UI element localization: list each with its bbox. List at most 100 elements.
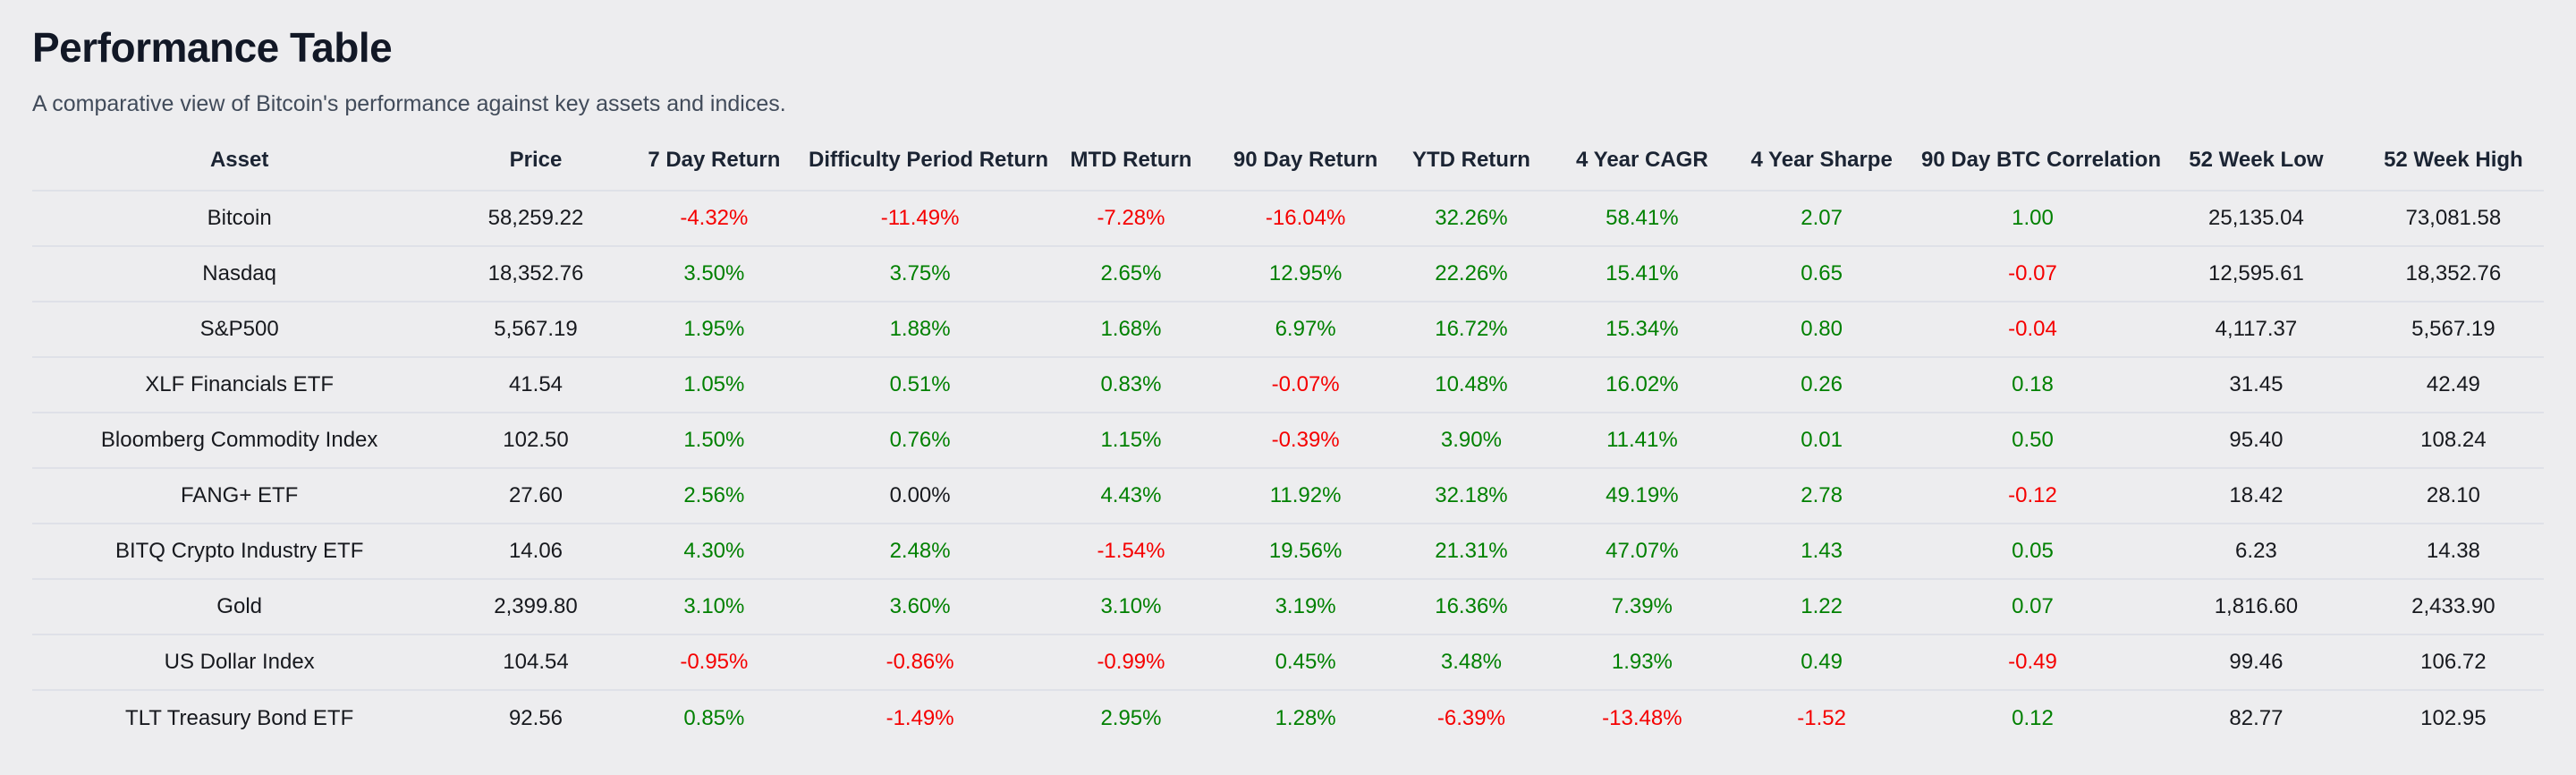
cell-ytd-return: 3.90% [1440, 428, 1502, 453]
cell-ytd-return: 32.26% [1435, 206, 1508, 231]
cell-mtd-return: 0.83% [1100, 372, 1162, 397]
cell-7-day-return: 3.10% [683, 594, 745, 619]
cell-difficulty-period-return: -11.49% [880, 206, 960, 231]
cell-mtd-return: 2.95% [1100, 705, 1162, 730]
cell-difficulty-period-return: 1.88% [889, 317, 951, 342]
cell-4-year-sharpe: 0.01 [1801, 428, 1843, 453]
asset-name: FANG+ ETF [180, 483, 299, 508]
cell-ytd-return: 10.48% [1435, 372, 1508, 397]
cell-90-day-return: 12.95% [1268, 261, 1343, 286]
asset-name: S&P500 [199, 317, 279, 342]
cell-ytd-return: 22.26% [1435, 261, 1508, 286]
cell-90-day-btc-correlation: 1.00 [2012, 206, 2054, 231]
cell-ytd-return: 32.18% [1435, 483, 1508, 508]
table-row-gold: Gold 2,399.80 3.10% 3.60% 3.10% 3.19% 16.36% 7.… [32, 579, 2544, 634]
cell-90-day-btc-correlation: -0.04 [2008, 317, 2057, 342]
cell-4-year-cagr: 58.41% [1606, 206, 1679, 231]
cell-price: 2,399.80 [494, 594, 578, 619]
asset-name: Nasdaq [202, 261, 277, 286]
cell-52-week-low: 31.45 [2229, 372, 2284, 397]
cell-52-week-low: 6.23 [2235, 539, 2277, 564]
column-header-52-week-high: 52 Week High [2384, 148, 2523, 173]
table-row-bitq-crypto-industry-etf: BITQ Crypto Industry ETF 14.06 4.30% 2.48% -… [32, 524, 2544, 579]
cell-mtd-return: 1.68% [1100, 317, 1162, 342]
asset-name: Gold [216, 594, 262, 619]
cell-4-year-sharpe: 0.49 [1801, 650, 1843, 675]
cell-mtd-return: 1.15% [1100, 428, 1162, 453]
cell-price: 27.60 [508, 483, 564, 508]
cell-4-year-cagr: 7.39% [1611, 594, 1673, 619]
cell-4-year-cagr: 15.34% [1606, 317, 1679, 342]
cell-difficulty-period-return: -0.86% [886, 650, 954, 675]
cell-90-day-btc-correlation: 0.50 [2012, 428, 2054, 453]
cell-ytd-return: 21.31% [1435, 539, 1508, 564]
column-header-asset: Asset [209, 148, 269, 173]
asset-name: XLF Financials ETF [145, 372, 335, 397]
cell-ytd-return: 16.72% [1435, 317, 1508, 342]
cell-difficulty-period-return: 0.51% [889, 372, 951, 397]
cell-90-day-btc-correlation: 0.07 [2012, 594, 2054, 619]
performance-table: Asset Price 7 Day Return Difficulty Period … [32, 133, 2544, 745]
asset-name: TLT Treasury Bond ETF [125, 705, 354, 730]
column-header-price: Price [509, 148, 563, 173]
cell-4-year-sharpe: -1.52 [1797, 705, 1846, 730]
cell-mtd-return: 4.43% [1100, 483, 1162, 508]
cell-4-year-cagr: 16.02% [1606, 372, 1679, 397]
cell-7-day-return: 1.95% [683, 317, 745, 342]
cell-ytd-return: -6.39% [1436, 705, 1505, 730]
cell-4-year-cagr: 49.19% [1606, 483, 1679, 508]
cell-52-week-low: 82.77 [2229, 705, 2284, 730]
cell-4-year-cagr: -13.48% [1602, 705, 1682, 730]
cell-52-week-low: 18.42 [2229, 483, 2284, 508]
cell-mtd-return: -7.28% [1097, 206, 1165, 231]
cell-4-year-cagr: 47.07% [1606, 539, 1679, 564]
asset-name: Bloomberg Commodity Index [100, 428, 378, 453]
cell-price: 14.06 [508, 539, 564, 564]
cell-4-year-sharpe: 2.07 [1801, 206, 1843, 231]
cell-4-year-sharpe: 1.43 [1801, 539, 1843, 564]
table-row-bloomberg-commodity-index: Bloomberg Commodity Index 102.50 1.50% 0.76… [32, 413, 2544, 468]
cell-7-day-return: -4.32% [680, 206, 749, 231]
table-body: Bitcoin 58,259.22 -4.32% -11.49% -7.28% -16.0… [32, 191, 2544, 745]
table-row-s-p500: S&P500 5,567.19 1.95% 1.88% 1.68% 6.97% 16.72%… [32, 302, 2544, 357]
cell-90-day-return: 3.19% [1275, 594, 1336, 619]
cell-4-year-sharpe: 0.80 [1801, 317, 1843, 342]
cell-90-day-btc-correlation: -0.49 [2008, 650, 2057, 675]
cell-90-day-btc-correlation: 0.12 [2012, 705, 2054, 730]
cell-difficulty-period-return: 0.76% [889, 428, 951, 453]
table-row-nasdaq: Nasdaq 18,352.76 3.50% 3.75% 2.65% 12.95% 22.2… [32, 246, 2544, 302]
cell-90-day-return: 0.45% [1275, 650, 1336, 675]
cell-price: 92.56 [508, 705, 564, 730]
cell-4-year-sharpe: 0.26 [1801, 372, 1843, 397]
cell-90-day-return: -16.04% [1265, 206, 1346, 231]
table-row-xlf-financials-etf: XLF Financials ETF 41.54 1.05% 0.51% 0.83% -0… [32, 357, 2544, 413]
cell-mtd-return: -0.99% [1097, 650, 1165, 675]
cell-90-day-return: 1.28% [1275, 705, 1336, 730]
cell-52-week-high: 14.38 [2426, 539, 2480, 564]
cell-90-day-return: -0.39% [1271, 428, 1340, 453]
cell-price: 104.54 [503, 650, 569, 675]
cell-90-day-return: 11.92% [1269, 483, 1342, 508]
table-row-us-dollar-index: US Dollar Index 104.54 -0.95% -0.86% -0.99% 0… [32, 634, 2544, 690]
cell-52-week-high: 5,567.19 [2411, 317, 2496, 342]
cell-4-year-cagr: 1.93% [1611, 650, 1673, 675]
asset-name: US Dollar Index [164, 650, 315, 675]
cell-52-week-high: 2,433.90 [2411, 594, 2496, 619]
table-row-fang-etf: FANG+ ETF 27.60 2.56% 0.00% 4.43% 11.92% 32.18… [32, 468, 2544, 524]
cell-7-day-return: -0.95% [680, 650, 749, 675]
cell-52-week-low: 99.46 [2229, 650, 2284, 675]
column-header-90-day-return: 90 Day Return [1233, 148, 1378, 173]
cell-7-day-return: 3.50% [683, 261, 745, 286]
cell-7-day-return: 0.85% [683, 705, 745, 730]
cell-difficulty-period-return: 0.00% [889, 483, 951, 508]
cell-price: 5,567.19 [494, 317, 578, 342]
cell-ytd-return: 16.36% [1435, 594, 1508, 619]
column-header-difficulty-period-return: Difficulty Period Return [809, 148, 1049, 173]
cell-52-week-high: 108.24 [2420, 428, 2487, 453]
cell-52-week-high: 102.95 [2420, 705, 2487, 730]
cell-90-day-btc-correlation: 0.05 [2012, 539, 2054, 564]
page-title: Performance Table [32, 24, 393, 71]
cell-price: 102.50 [503, 428, 569, 453]
cell-90-day-btc-correlation: -0.07 [2008, 261, 2057, 286]
